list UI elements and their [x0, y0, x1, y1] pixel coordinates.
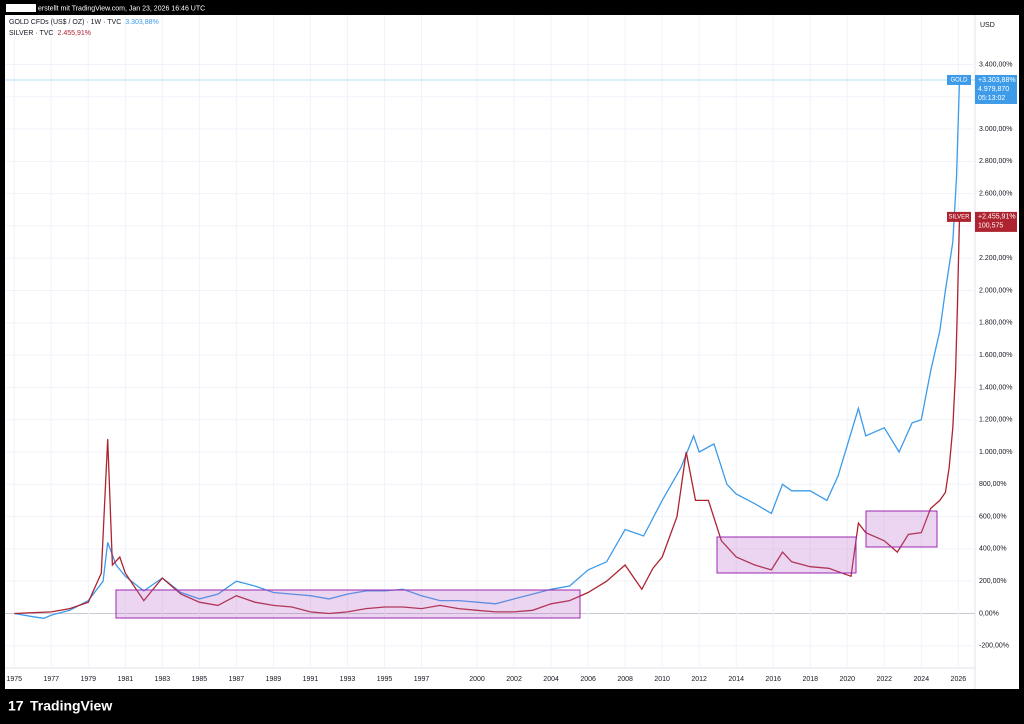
value-tag-tag_value: +2.455,91%: [978, 214, 1016, 221]
y-tick-label: 800,00%: [979, 481, 1007, 488]
y-tick-label: 600,00%: [979, 513, 1007, 520]
y-tick-label: 1.000,00%: [979, 449, 1012, 456]
highlight-box: [865, 510, 938, 548]
x-tick-label: 2016: [765, 676, 781, 683]
series-tag-label: SILVER: [949, 214, 971, 220]
y-tick-label: 3.000,00%: [979, 126, 1012, 133]
x-tick-label: 2000: [469, 676, 485, 683]
x-tick-label: 2006: [580, 676, 596, 683]
x-tick-label: 1977: [43, 676, 59, 683]
y-tick-label: 1.800,00%: [979, 320, 1012, 327]
y-tick-label: 2.800,00%: [979, 158, 1012, 165]
y-tick-label: 200,00%: [979, 578, 1007, 585]
y-tick-label: 1.200,00%: [979, 417, 1012, 424]
footer-icon: 17: [8, 698, 24, 714]
x-tick-label: 2010: [654, 676, 670, 683]
x-tick-label: 1979: [81, 676, 97, 683]
x-tick-label: 1991: [303, 676, 319, 683]
x-tick-label: 1981: [118, 676, 134, 683]
redacted: [6, 4, 36, 12]
x-tick-label: 1975: [6, 676, 22, 683]
value-tag-countdown: 05:13:02: [978, 95, 1005, 102]
x-tick-label: 1997: [414, 676, 430, 683]
x-tick-label: 2008: [617, 676, 633, 683]
series-tag: [947, 74, 971, 85]
x-tick-label: 1983: [155, 676, 171, 683]
x-tick-label: 1993: [340, 676, 356, 683]
x-tick-label: 1987: [229, 676, 245, 683]
value-tag: [975, 74, 1017, 104]
x-tick-label: 1995: [377, 676, 393, 683]
highlight-box: [716, 536, 857, 574]
value-tag-tag_value: +3.303,88%: [978, 77, 1016, 84]
y-tick-label: 1.600,00%: [979, 352, 1012, 359]
series-line: [14, 79, 961, 619]
series-tag: [947, 211, 971, 222]
highlight-box: [115, 589, 581, 619]
y-tick-label: 400,00%: [979, 546, 1007, 553]
legend-value: 3.303,88%: [125, 19, 158, 26]
y-tick-label: 2.600,00%: [979, 190, 1012, 197]
y-tick-label: 2.200,00%: [979, 255, 1012, 262]
footer-logo: TradingView: [30, 698, 112, 714]
legend-label: GOLD CFDs (US$ / OZ) · 1W · TVC: [9, 19, 121, 26]
x-tick-label: 2022: [877, 676, 893, 683]
x-tick-label: 2020: [839, 676, 855, 683]
axis-unit: USD: [980, 22, 995, 29]
legend-label: SILVER · TVC: [9, 30, 53, 37]
y-tick-label: 2.000,00%: [979, 287, 1012, 294]
y-tick-label: 0,00%: [979, 610, 999, 617]
x-tick-label: 2014: [728, 676, 744, 683]
x-tick-label: 2026: [951, 676, 967, 683]
x-tick-label: 1985: [192, 676, 208, 683]
series-line: [14, 216, 961, 615]
x-tick-label: 2004: [543, 676, 559, 683]
y-tick-label: 1.400,00%: [979, 384, 1012, 391]
x-tick-label: 2012: [691, 676, 707, 683]
value-tag-price: 100,575: [978, 223, 1003, 230]
y-tick-label: -200,00%: [979, 643, 1009, 650]
chart-area: [5, 15, 1019, 689]
legend-value: 2.455,91%: [57, 30, 90, 37]
y-tick-label: 3.400,00%: [979, 61, 1012, 68]
x-tick-label: 2018: [802, 676, 818, 683]
header: erstellt mit TradingView.com, Jan 23, 20…: [38, 5, 205, 12]
series-tag-label: GOLD: [950, 78, 968, 84]
value-tag-price: 4.979,870: [978, 86, 1009, 93]
x-tick-label: 2024: [914, 676, 930, 683]
x-tick-label: 1989: [266, 676, 282, 683]
x-tick-label: 2002: [506, 676, 522, 683]
value-tag: [975, 211, 1017, 232]
